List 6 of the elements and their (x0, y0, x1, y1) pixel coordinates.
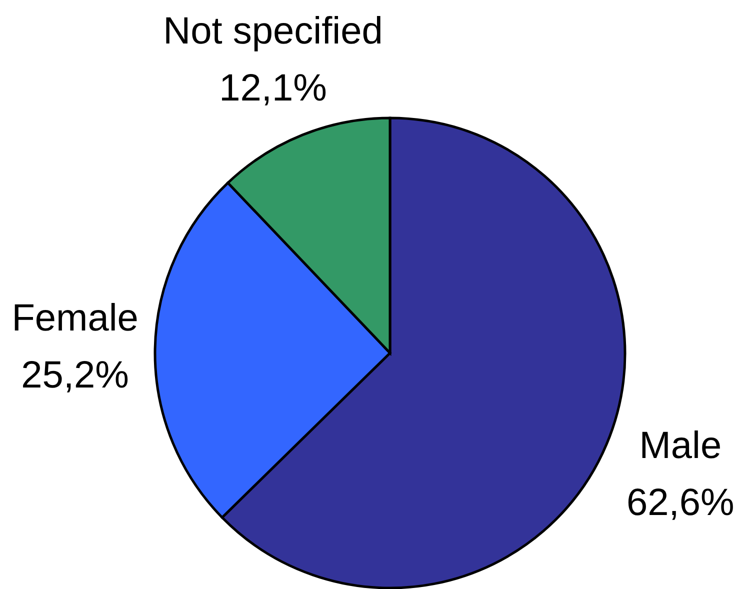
slice-label: Not specified (163, 10, 383, 53)
slice-label: Female (12, 298, 138, 340)
data-label: 25,2% (21, 354, 129, 397)
data-label: 12,1% (219, 68, 327, 110)
slice-label: Male (639, 425, 722, 468)
data-label: 62,6% (626, 482, 734, 524)
